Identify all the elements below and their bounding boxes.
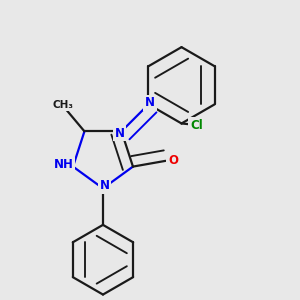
- Text: CH₃: CH₃: [52, 100, 74, 110]
- Text: Cl: Cl: [190, 118, 203, 132]
- Text: N: N: [145, 96, 155, 109]
- Text: O: O: [168, 154, 178, 167]
- Text: NH: NH: [54, 158, 74, 171]
- Text: N: N: [115, 127, 125, 140]
- Text: N: N: [100, 179, 110, 192]
